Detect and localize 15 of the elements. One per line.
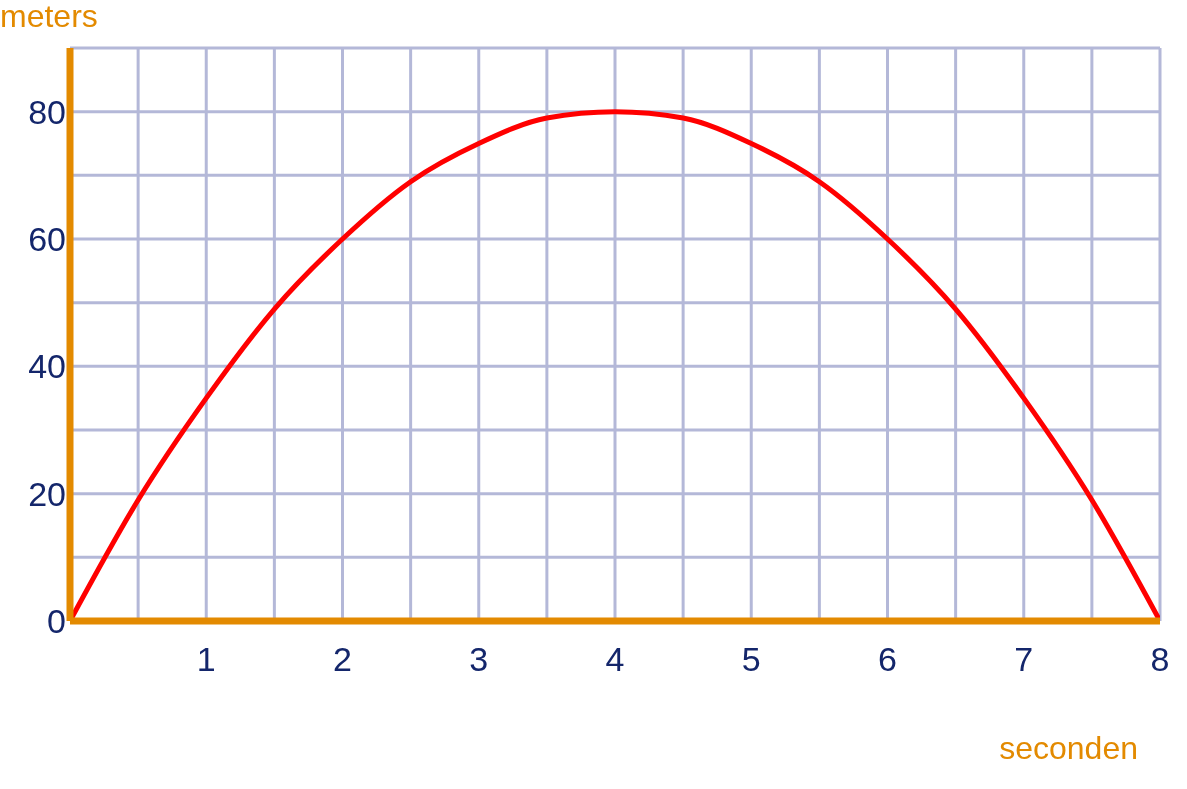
y-tick-label: 20 xyxy=(27,473,66,514)
y-tick-label: 60 xyxy=(27,219,66,259)
x-tick-label: 4 xyxy=(605,640,625,679)
x-tick-label: 3 xyxy=(469,640,489,679)
y-tick-label: 40 xyxy=(27,346,66,387)
y-tick-label: 80 xyxy=(27,91,66,132)
y-tick-label: 0 xyxy=(46,601,66,641)
x-axis-title: seconden xyxy=(999,730,1138,767)
x-tick-label: 5 xyxy=(741,640,761,679)
x-tick-label: 1 xyxy=(196,640,216,679)
x-tick-label: 6 xyxy=(878,640,897,679)
y-axis-title: meters xyxy=(0,0,98,35)
x-tick-label: 7 xyxy=(1014,640,1034,679)
x-tick-label: 2 xyxy=(333,640,352,679)
x-tick-label: 8 xyxy=(1150,640,1170,679)
